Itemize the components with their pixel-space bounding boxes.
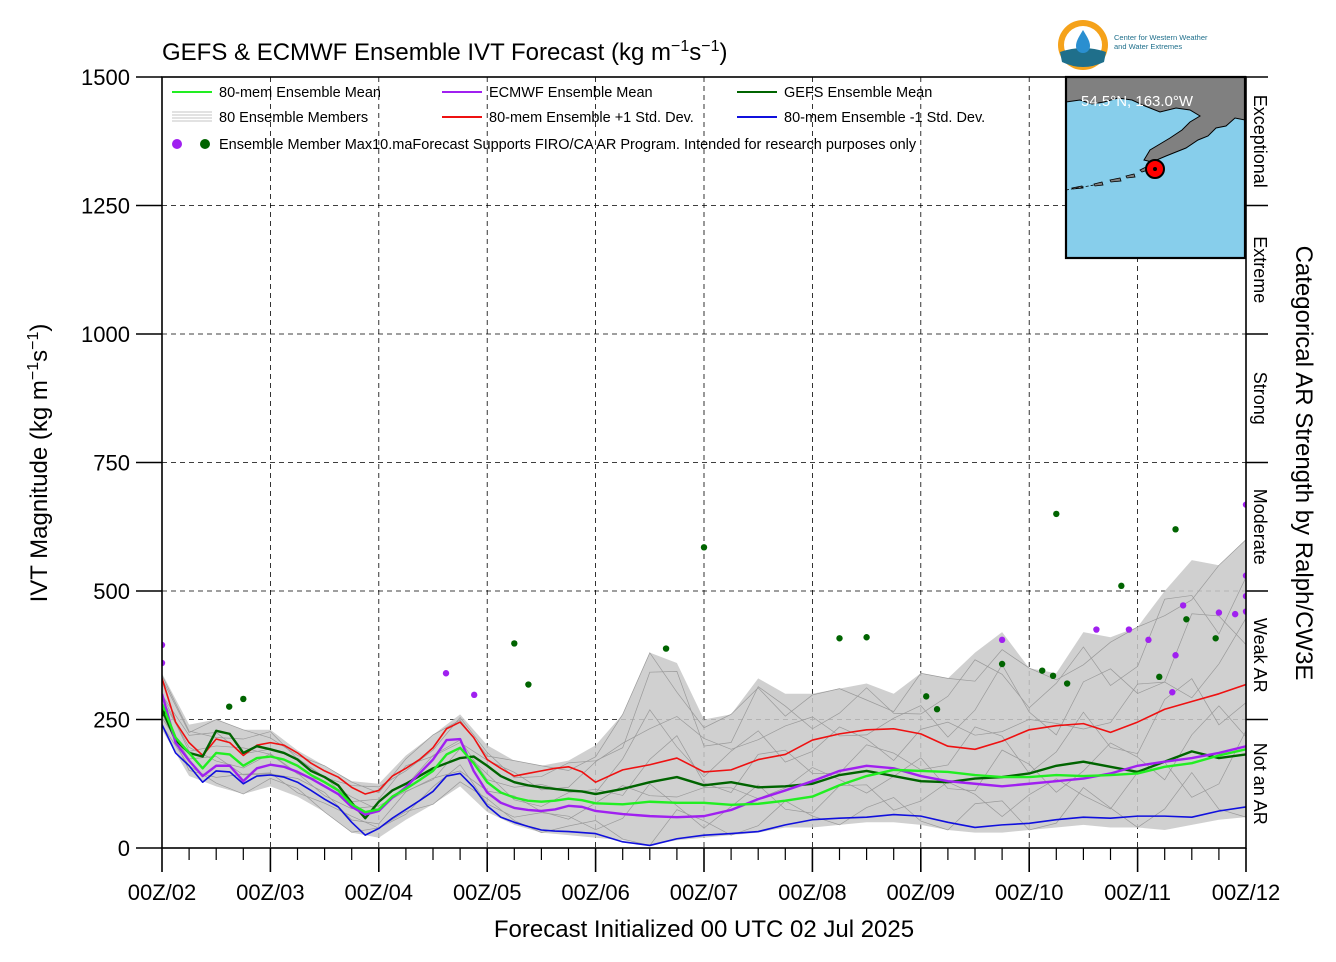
ensemble-member-line (162, 539, 1246, 794)
max-point-gefs (923, 693, 930, 700)
max-point-gefs (1183, 616, 1190, 623)
y-tick-label: 1250 (81, 194, 130, 219)
max-point-gefs (1212, 635, 1219, 642)
x-axis-ticks: 00Z/02 00Z/03 00Z/04 00Z/05 00Z/06 00Z/07 00Z/… (128, 848, 1281, 905)
category-label: Not an AR (1250, 743, 1270, 825)
y-tick-label: 750 (93, 451, 130, 476)
logo-text-line2: and Water Extremes (1114, 42, 1182, 51)
max-point-gefs (1156, 673, 1163, 681)
location-map-inset: 54.5°N, 163.0°W (1064, 75, 1247, 260)
category-label: Strong (1250, 372, 1270, 425)
max-point-gefs (1039, 667, 1046, 674)
max-point-ecmwf (1215, 609, 1223, 616)
ar-category-axis: Not an AR Weak AR Moderate Strong Extreme Exc… (1246, 76, 1270, 825)
category-label: Exceptional (1250, 95, 1270, 188)
x-tick-label: 00Z/08 (778, 880, 847, 905)
max-point-gefs (226, 703, 233, 710)
ensemble-member-line (162, 725, 1246, 846)
y-tick-label: 0 (118, 836, 130, 861)
x-tick-label: 00Z/12 (1212, 880, 1281, 905)
max-point-ecmwf (1125, 626, 1133, 633)
chart-title: GEFS & ECMWF Ensemble IVT Forecast (kg m… (162, 38, 728, 66)
legend-label-minus1: 80-mem Ensemble -1 Std. Dev. (784, 110, 985, 126)
max-point-gefs (863, 634, 870, 641)
max-point-ecmwf (1093, 626, 1100, 633)
y-tick-label: 1000 (81, 322, 130, 347)
category-label: Weak AR (1250, 618, 1270, 693)
legend-label-plus1: 80-mem Ensemble +1 Std. Dev. (489, 110, 694, 126)
x-tick-label: 00Z/07 (670, 880, 739, 905)
legend-swatch-members (172, 111, 212, 122)
max-point-gefs (1053, 510, 1060, 518)
legend-dot-gefs-max (200, 139, 210, 149)
ensemble-member-line (162, 577, 1246, 788)
legend: 80-mem Ensemble Mean ECMWF Ensemble Mean… (172, 85, 985, 153)
category-label: Moderate (1250, 489, 1270, 565)
x-tick-label: 00Z/03 (236, 880, 305, 905)
max-point-gefs (836, 635, 843, 642)
max-point-gefs (998, 660, 1006, 668)
series-line-minus1 (162, 724, 1246, 847)
y-tick-label: 250 (93, 708, 130, 733)
map-land-alaska (1066, 77, 1245, 163)
legend-label-mean80: 80-mem Ensemble Mean (219, 85, 381, 101)
max-point-gefs (933, 706, 941, 713)
series-line-plus1 (162, 678, 1246, 795)
max-point-gefs (525, 681, 532, 688)
x-tick-label: 00Z/10 (995, 880, 1064, 905)
x-tick-label: 00Z/06 (561, 880, 630, 905)
right-axis-label: Categorical AR Strength by Ralph/CW3E (1290, 246, 1317, 681)
max-point-ecmwf (470, 691, 478, 699)
legend-label-ecmwf: ECMWF Ensemble Mean (489, 85, 653, 101)
max-point-ecmwf (1179, 602, 1187, 609)
max-point-gefs (240, 695, 247, 703)
map-coordinate-label: 54.5°N, 163.0°W (1081, 93, 1194, 110)
ensemble-member-line (162, 678, 1246, 810)
y-axis-ticks: 0 250 500 750 1000 1250 1500 (81, 65, 162, 861)
series-line-ecmwf (162, 693, 1246, 819)
x-tick-label: 00Z/02 (128, 880, 197, 905)
x-tick-label: 00Z/11 (1104, 880, 1171, 905)
map-frame (1064, 75, 1247, 260)
max-point-ecmwf (1145, 636, 1152, 644)
legend-label-members: 80 Ensemble Members (219, 110, 368, 126)
max-point-gefs (662, 645, 670, 652)
category-label: Extreme (1250, 236, 1270, 303)
legend-label-gefs: GEFS Ensemble Mean (784, 85, 932, 101)
x-tick-label: 00Z/05 (453, 880, 522, 905)
series-line-mean80 (162, 703, 1246, 814)
max-point-ecmwf (998, 636, 1006, 644)
x-tick-label: 00Z/09 (887, 880, 956, 905)
cw3e-logo: Center for Western Weather and Water Ext… (1058, 20, 1208, 70)
max-point-ecmwf (1169, 689, 1176, 696)
ensemble-member-line (162, 705, 1246, 825)
series-lines (162, 678, 1246, 847)
max-point-ecmwf (1172, 652, 1179, 659)
max-point-gefs (1063, 680, 1071, 687)
y-tick-label: 500 (93, 579, 130, 604)
max-point-gefs (700, 544, 708, 551)
logo-water-waves-icon (1060, 48, 1106, 67)
y-axis-label: IVT Magnitude (kg m−1s−1) (25, 324, 53, 603)
legend-disclaimer-text: Forecast Supports FIRO/CA AR Program. In… (412, 137, 916, 153)
max-point-gefs (1172, 526, 1179, 533)
legend-max10-text: Ensemble Member Max10.ma (219, 137, 413, 153)
max-point-gefs (1118, 582, 1125, 590)
max-point-gefs (511, 640, 518, 647)
x-tick-label: 00Z/04 (345, 880, 414, 905)
max-point-ecmwf (442, 670, 450, 677)
max-point-ecmwf (1231, 610, 1239, 618)
y-tick-label: 1500 (81, 65, 130, 90)
legend-label-max10: Ensemble Member Max10.maForecast Support… (219, 137, 917, 153)
logo-text-line1: Center for Western Weather (1114, 33, 1208, 42)
logo-drop-icon (1076, 30, 1090, 53)
x-axis-label: Forecast Initialized 00 UTC 02 Jul 2025 (494, 916, 914, 943)
legend-dot-ecmwf-max (172, 139, 182, 149)
max-point-gefs (1049, 672, 1057, 680)
